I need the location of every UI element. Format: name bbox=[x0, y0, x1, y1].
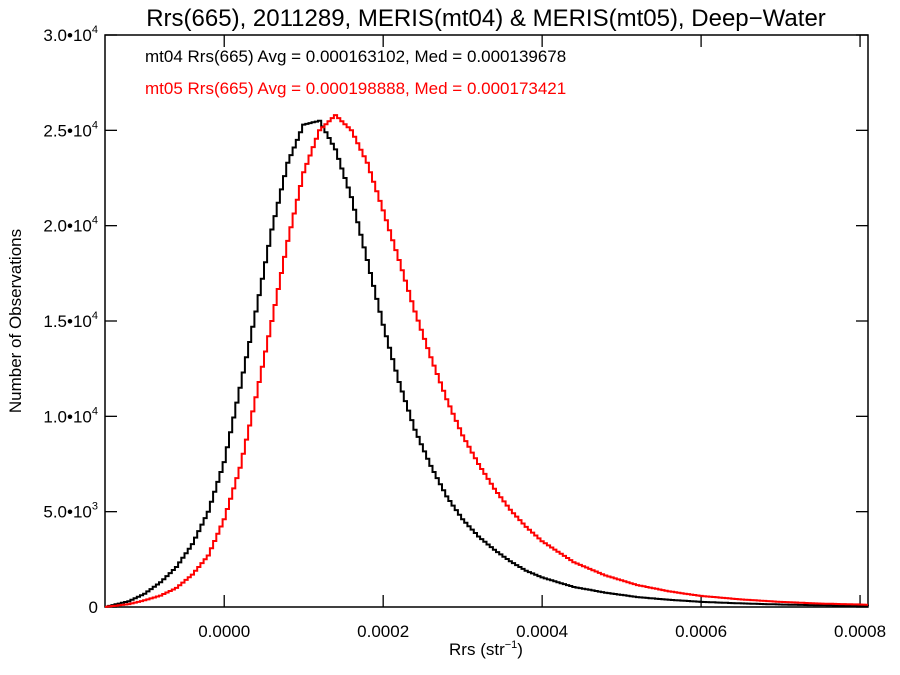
y-tick-label: 1.0•104 bbox=[43, 405, 98, 426]
x-tick-label: 0.0008 bbox=[834, 622, 886, 641]
series-line-mt05 bbox=[105, 114, 868, 608]
series-layer bbox=[105, 114, 869, 608]
legend-entry-mt04: mt04 Rrs(665) Avg = 0.000163102, Med = 0… bbox=[145, 47, 566, 66]
x-axis-label: Rrs (str−1) bbox=[449, 639, 523, 659]
x-axis-label-close: ) bbox=[517, 640, 523, 659]
x-axis-label-superscript: −1 bbox=[505, 639, 518, 651]
y-tick-label: 3.0•104 bbox=[43, 24, 98, 45]
x-tick-label: 0.0000 bbox=[198, 622, 250, 641]
x-axis-label-main: Rrs (str bbox=[449, 640, 505, 659]
x-axis-ticks: 0.0000 0.0002 0.0004 0.0006 0.0008 bbox=[198, 35, 886, 641]
y-tick-label: 5.0•103 bbox=[43, 501, 98, 522]
y-tick-label: 2.5•104 bbox=[43, 119, 98, 140]
x-tick-label: 0.0002 bbox=[357, 622, 409, 641]
y-axis-label: Number of Observations bbox=[6, 229, 25, 413]
legend-entry-mt05: mt05 Rrs(665) Avg = 0.000198888, Med = 0… bbox=[145, 79, 566, 98]
series-line-mt04 bbox=[105, 119, 869, 608]
x-tick-label: 0.0006 bbox=[675, 622, 727, 641]
y-tick-label: 1.5•104 bbox=[43, 310, 98, 331]
y-axis-ticks: 0 5.0•103 1.0•104 1.5•104 2.0•104 2.5•104 3.0•… bbox=[43, 24, 868, 617]
chart-title: Rrs(665), 2011289, MERIS(mt04) & MERIS(m… bbox=[146, 5, 826, 32]
plot-frame bbox=[104, 34, 869, 608]
y-tick-label: 2.0•104 bbox=[43, 215, 98, 236]
x-tick-label: 0.0004 bbox=[516, 622, 568, 641]
y-tick-label: 0 bbox=[89, 598, 98, 617]
